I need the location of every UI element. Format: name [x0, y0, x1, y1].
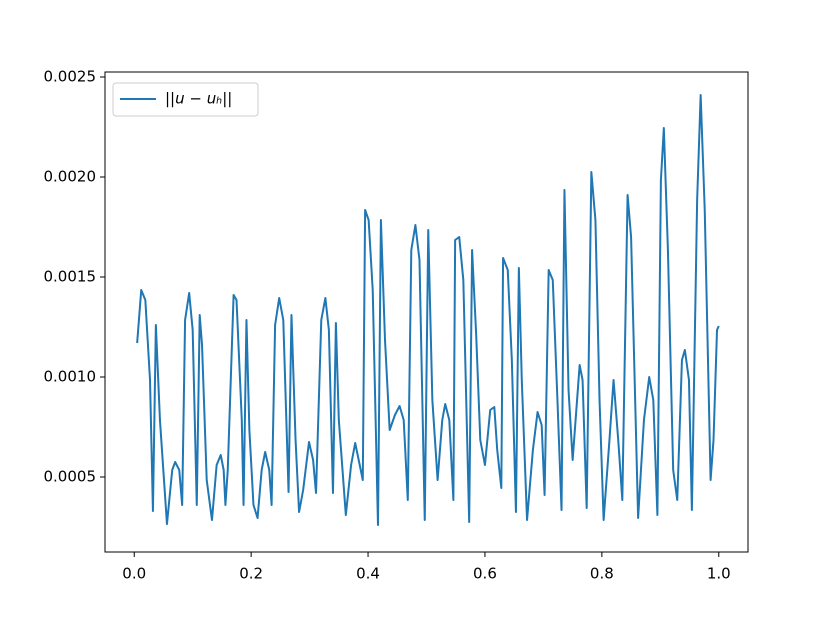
- x-tick-label: 0.2: [239, 565, 263, 583]
- x-tick-label: 0.0: [122, 565, 146, 583]
- x-tick-label: 0.8: [590, 565, 614, 583]
- y-tick-label: 0.0025: [44, 68, 97, 86]
- legend-box: [112, 82, 259, 117]
- data-line: [136, 94, 720, 526]
- x-tick-label: 1.0: [707, 565, 731, 583]
- x-tick-label: 0.6: [473, 565, 497, 583]
- y-tick-label: 0.0010: [44, 368, 97, 386]
- legend: ||u − uₕ||: [112, 82, 259, 117]
- y-tick-label: 0.0020: [44, 168, 97, 186]
- y-tick-label: 0.0005: [44, 468, 97, 486]
- x-tick-label: 0.4: [356, 565, 380, 583]
- y-tick-label: 0.0015: [44, 268, 97, 286]
- plot-frame: [104, 71, 749, 553]
- legend-label: ||u − uₕ||: [165, 90, 232, 108]
